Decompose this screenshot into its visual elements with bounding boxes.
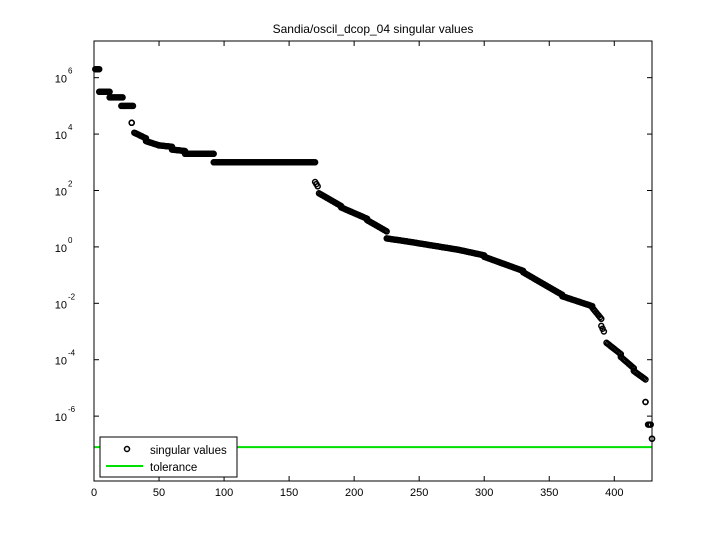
y-tick-label: 10 [55, 243, 67, 255]
legend-box [99, 436, 238, 478]
data-point [598, 315, 605, 323]
x-tick-label: 50 [153, 487, 165, 499]
y-tick-exponent: -6 [68, 405, 76, 414]
x-tick-label: 350 [540, 487, 558, 499]
y-tick-label: 10 [55, 130, 67, 142]
data-point [383, 228, 390, 235]
legend: singular values tolerance [99, 436, 238, 478]
data-point [630, 364, 638, 372]
y-tick-label: 10 [55, 299, 67, 311]
data-point [314, 183, 321, 190]
data-point [95, 65, 103, 73]
y-tick-label: 10 [55, 356, 67, 368]
y-tick-exponent: 2 [68, 179, 73, 188]
x-tick-label: 100 [215, 487, 233, 499]
x-tick-label: 150 [280, 487, 298, 499]
y-tick-exponent: -2 [68, 292, 76, 301]
data-point [128, 119, 135, 127]
axes-frame [93, 40, 653, 482]
x-axis: 0 50 100 150 200 250 300 350 400 [91, 41, 623, 499]
x-tick-label: 0 [91, 487, 97, 499]
y-tick-label: 10 [55, 412, 67, 424]
y-tick-label: 10 [55, 186, 67, 198]
data-point [600, 328, 608, 335]
data-point [311, 159, 319, 166]
data-point [119, 94, 126, 101]
y-tick-exponent: 0 [68, 236, 73, 245]
legend-marker-circle-icon [123, 445, 131, 453]
data-point [210, 150, 217, 158]
y-tick-label: 10 [55, 74, 67, 86]
data-point [129, 102, 137, 110]
data-point [642, 398, 649, 406]
x-tick-label: 400 [605, 487, 623, 499]
y-tick-exponent: 4 [68, 123, 73, 132]
legend-label-singular-values: singular values [150, 445, 227, 457]
x-tick-label: 250 [410, 487, 428, 499]
chart-title: Sandia/oscil_dcop_04 singular values [273, 22, 474, 36]
data-point [642, 376, 649, 383]
x-tick-label: 200 [345, 487, 363, 499]
x-tick-label: 300 [475, 487, 493, 499]
y-tick-exponent: 6 [68, 67, 73, 76]
data-point [647, 421, 654, 428]
data-layer [92, 65, 656, 449]
y-tick-exponent: -4 [68, 349, 76, 358]
legend-label-tolerance: tolerance [150, 462, 197, 474]
